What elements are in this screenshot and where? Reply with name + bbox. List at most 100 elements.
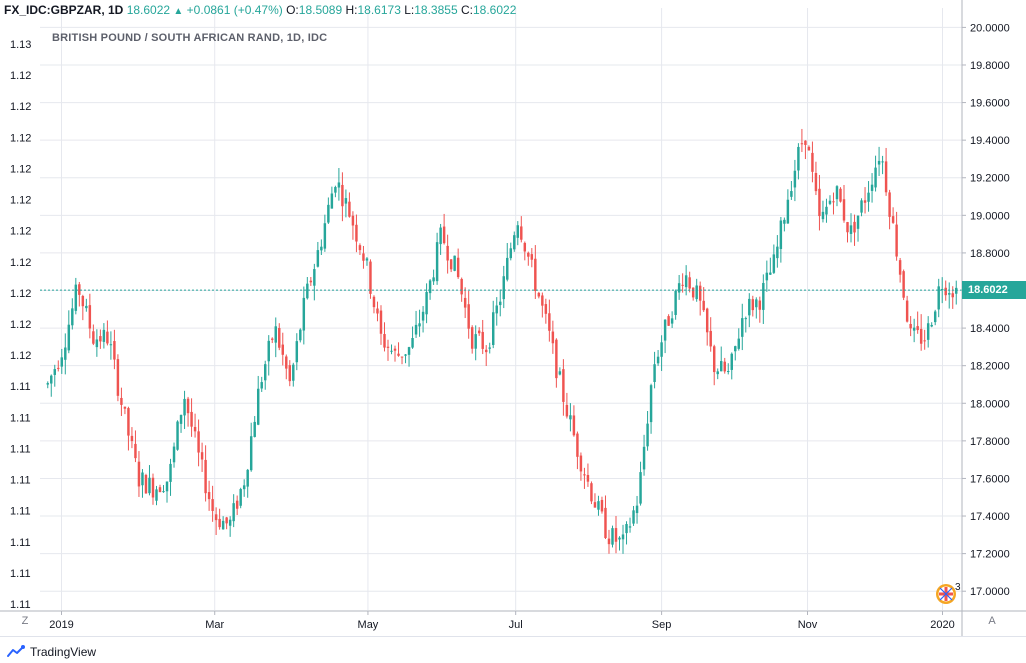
- candle-body: [414, 324, 418, 335]
- candle-body: [667, 316, 670, 326]
- candle-body: [716, 371, 719, 375]
- candle-body: [492, 312, 495, 345]
- candle-body: [467, 304, 470, 329]
- y-tick-label: 20.0000: [970, 22, 1010, 34]
- candle-body: [460, 278, 463, 295]
- candle-body: [232, 503, 235, 522]
- candle-body: [299, 329, 302, 341]
- candle-body: [176, 421, 179, 450]
- left-tick-label: 1.12: [10, 195, 31, 207]
- candle-body: [625, 524, 628, 534]
- candle-body: [439, 227, 442, 245]
- auto-scale-button[interactable]: A: [988, 615, 996, 627]
- x-tick-label: May: [358, 619, 379, 631]
- y-tick-label: 17.6000: [970, 473, 1010, 485]
- candle-body: [530, 254, 534, 260]
- candle-body: [807, 146, 811, 151]
- candle-body: [772, 254, 776, 273]
- candle-body: [912, 327, 916, 331]
- symbol-name[interactable]: FX_IDC:GBPZAR, 1D: [4, 3, 124, 17]
- candle-body: [502, 276, 505, 300]
- candle-body: [698, 285, 702, 301]
- candle-body: [499, 301, 502, 306]
- candle-body: [902, 271, 905, 298]
- candle-body: [242, 485, 246, 490]
- candle-body: [677, 283, 681, 293]
- candle-body: [776, 246, 779, 259]
- candle-body: [221, 520, 225, 530]
- candle-body: [193, 426, 197, 432]
- events-count-badge: 3: [955, 582, 961, 593]
- candle-body: [755, 299, 758, 308]
- candle-body: [846, 222, 849, 233]
- candle-body: [123, 406, 127, 409]
- candle-body: [197, 431, 200, 453]
- candle-body: [888, 192, 891, 217]
- tradingview-brand[interactable]: TradingView: [6, 644, 96, 660]
- left-tick-label: 1.12: [10, 350, 31, 362]
- candle-body: [334, 187, 337, 193]
- candle-body: [327, 204, 330, 223]
- candle-body: [306, 283, 309, 299]
- y-tick-label: 19.2000: [970, 173, 1010, 185]
- candle-body: [818, 188, 821, 217]
- candle-body: [292, 364, 295, 381]
- candle-body: [267, 340, 270, 362]
- candle-body: [513, 235, 516, 250]
- time-axis[interactable]: 2019 Mar May Jul Sep Nov 2020: [0, 610, 1026, 631]
- candle-body: [477, 330, 481, 334]
- uk-flag-events-icon[interactable]: [935, 583, 957, 605]
- candle-body: [909, 323, 912, 329]
- open-value: 18.5089: [298, 3, 343, 17]
- candle-body: [618, 537, 621, 540]
- candle-body: [730, 353, 733, 370]
- footer-bar: [0, 636, 1026, 663]
- y-tick-label: 18.8000: [970, 248, 1010, 260]
- left-tick-label: 1.11: [10, 475, 31, 487]
- candle-body: [323, 223, 327, 249]
- candle-body: [506, 257, 509, 280]
- x-tick-label: Sep: [652, 619, 672, 631]
- candle-body: [74, 284, 78, 311]
- close-value: 18.6022: [472, 3, 517, 17]
- candle-body: [779, 220, 783, 249]
- candle-body: [842, 199, 846, 221]
- current-price-badge: 18.6022: [962, 281, 1026, 300]
- candle-body: [207, 492, 211, 500]
- candle-body: [390, 350, 393, 352]
- candle-body: [741, 318, 744, 337]
- candle-body: [565, 404, 569, 417]
- candle-body: [877, 160, 881, 165]
- left-tick-label: 1.12: [10, 70, 31, 82]
- candle-body: [393, 348, 397, 351]
- candle-body: [825, 206, 828, 215]
- candle-body: [670, 318, 674, 324]
- candle-body: [635, 505, 639, 514]
- candle-body: [116, 359, 120, 396]
- candle-body: [172, 446, 176, 463]
- right-price-axis[interactable]: 17.0000 17.2000 17.4000 17.6000 17.8000 18.00…: [961, 0, 1010, 636]
- candle-body: [200, 452, 204, 460]
- candle-body: [264, 364, 267, 381]
- candle-body: [544, 304, 548, 314]
- candle-body: [576, 433, 579, 457]
- candle-body: [562, 369, 565, 402]
- candle-body: [884, 161, 888, 193]
- candle-body: [944, 287, 947, 296]
- candle-body: [155, 489, 158, 501]
- x-tick-label: 2020: [930, 619, 954, 631]
- left-price-axis[interactable]: 1.13 1.12 1.12 1.12 1.12 1.12 1.12 1.12 1.12 1.12…: [10, 39, 31, 611]
- left-tick-label: 1.11: [10, 381, 31, 393]
- symbol-header: FX_IDC:GBPZAR, 1D 18.6022 ▲ +0.0861 (+0.…: [4, 3, 516, 17]
- candle-body: [828, 200, 832, 204]
- candle-body: [260, 382, 263, 389]
- candle-body: [590, 483, 593, 502]
- left-tick-label: 1.11: [10, 599, 31, 611]
- candle-body: [955, 287, 958, 294]
- y-tick-label: 18.4000: [970, 323, 1010, 335]
- zoom-button[interactable]: Z: [21, 615, 29, 627]
- candle-body: [891, 216, 895, 223]
- candle-body: [642, 446, 646, 470]
- candle-body: [548, 313, 551, 331]
